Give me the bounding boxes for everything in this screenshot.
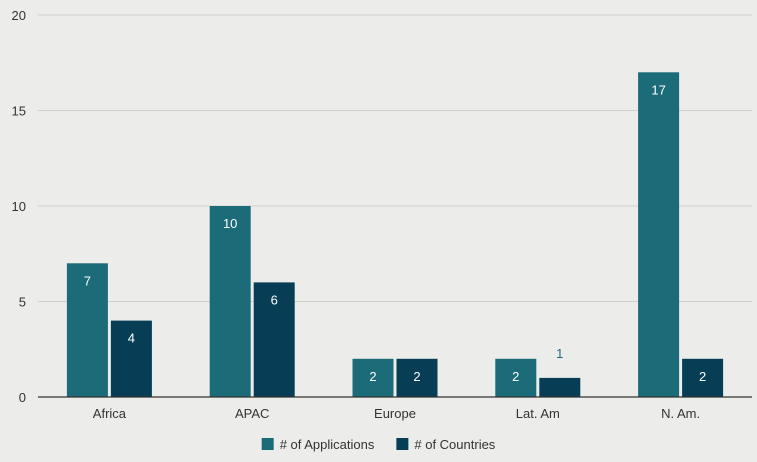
x-tick-label: Europe [374, 406, 416, 421]
y-tick-label: 5 [19, 295, 26, 310]
bar-lat-am-series-2 [539, 377, 581, 397]
data-label: 17 [651, 82, 665, 97]
gridlines [38, 14, 752, 302]
x-tick-label: Lat. Am [516, 406, 560, 421]
y-tick-label: 0 [19, 390, 26, 405]
bars [66, 72, 724, 398]
bar-apac-series-2 [253, 282, 295, 397]
legend-label-series-2: # of Countries [414, 437, 495, 452]
x-tick-label: Africa [93, 406, 127, 421]
bar-africa-series-1 [66, 263, 108, 397]
data-label: 2 [413, 369, 420, 384]
x-tick-label: N. Am. [661, 406, 700, 421]
legend-swatch-series-1 [261, 438, 274, 450]
data-label: 2 [699, 369, 706, 384]
legend-label-series-1: # of Applications [280, 437, 375, 452]
bar-apac-series-1 [209, 206, 251, 397]
data-label: 2 [512, 369, 519, 384]
x-axis-tick-labels: Africa APAC Europe Lat. Am N. Am. [93, 406, 700, 421]
data-label: 6 [271, 292, 278, 307]
y-tick-label: 15 [12, 104, 26, 119]
data-label: 7 [84, 273, 91, 288]
data-label: 1 [556, 346, 563, 361]
data-label: 10 [223, 216, 237, 231]
data-labels: 7 4 10 6 2 2 2 1 17 2 [84, 82, 706, 384]
bar-africa-series-2 [110, 320, 152, 397]
bar-lat-am-series-1 [495, 358, 537, 397]
data-label: 2 [369, 369, 376, 384]
bar-n-am--series-2 [682, 358, 724, 397]
y-tick-label: 10 [12, 199, 26, 214]
y-tick-label: 20 [12, 8, 26, 23]
legend-swatch-series-2 [396, 438, 409, 450]
y-axis-tick-labels: 0 5 10 15 20 [12, 8, 26, 405]
bar-europe-series-1 [352, 358, 394, 397]
data-label: 4 [128, 331, 135, 346]
legend: # of Applications # of Countries [261, 437, 496, 452]
bar-n-am--series-1 [638, 72, 680, 398]
bar-europe-series-2 [396, 358, 438, 397]
x-tick-label: APAC [235, 406, 269, 421]
